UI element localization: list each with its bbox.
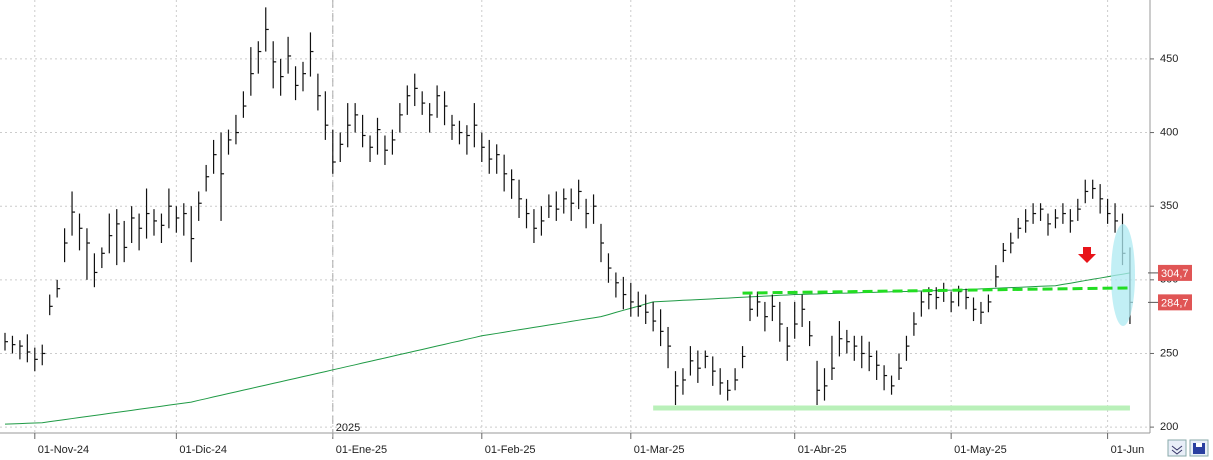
- y-tick-label: 450: [1160, 53, 1178, 65]
- save-icon: [1193, 443, 1205, 454]
- x-tick-label: 01-Nov-24: [38, 444, 89, 456]
- plot: 20025030035040045001-Nov-2401-Dic-2401-E…: [0, 0, 1178, 456]
- x-tick-label: 01-Mar-25: [634, 444, 685, 456]
- save-icon-label: [1196, 443, 1202, 447]
- x-tick-label: 01-May-25: [954, 444, 1007, 456]
- y-tick-label: 400: [1160, 126, 1178, 138]
- price-tag-label: 304,7: [1161, 268, 1189, 280]
- scroll-icon: [1171, 445, 1183, 455]
- level-line: [742, 286, 1130, 295]
- year-label: 2025: [336, 422, 360, 434]
- down-arrow: [1078, 247, 1096, 263]
- highlight-ellipse: [1111, 224, 1135, 326]
- x-tick-label: 01-Feb-25: [485, 444, 536, 456]
- x-tick-label: 01-Ene-25: [336, 444, 387, 456]
- price-tag-label: 284,7: [1161, 297, 1189, 309]
- x-tick-label: 01-Abr-25: [798, 444, 847, 456]
- y-tick-label: 200: [1160, 421, 1178, 433]
- x-tick-label: 01-Dic-24: [179, 444, 227, 456]
- price-tag: [1158, 294, 1192, 311]
- y-tick-label: 350: [1160, 200, 1178, 212]
- overlay: 304,7 284,7: [742, 264, 1192, 311]
- scroll-button[interactable]: [1167, 439, 1187, 457]
- price-tag: [1158, 264, 1192, 281]
- y-tick-label: 250: [1160, 347, 1178, 359]
- x-tick-label: 01-Jun: [1111, 444, 1145, 456]
